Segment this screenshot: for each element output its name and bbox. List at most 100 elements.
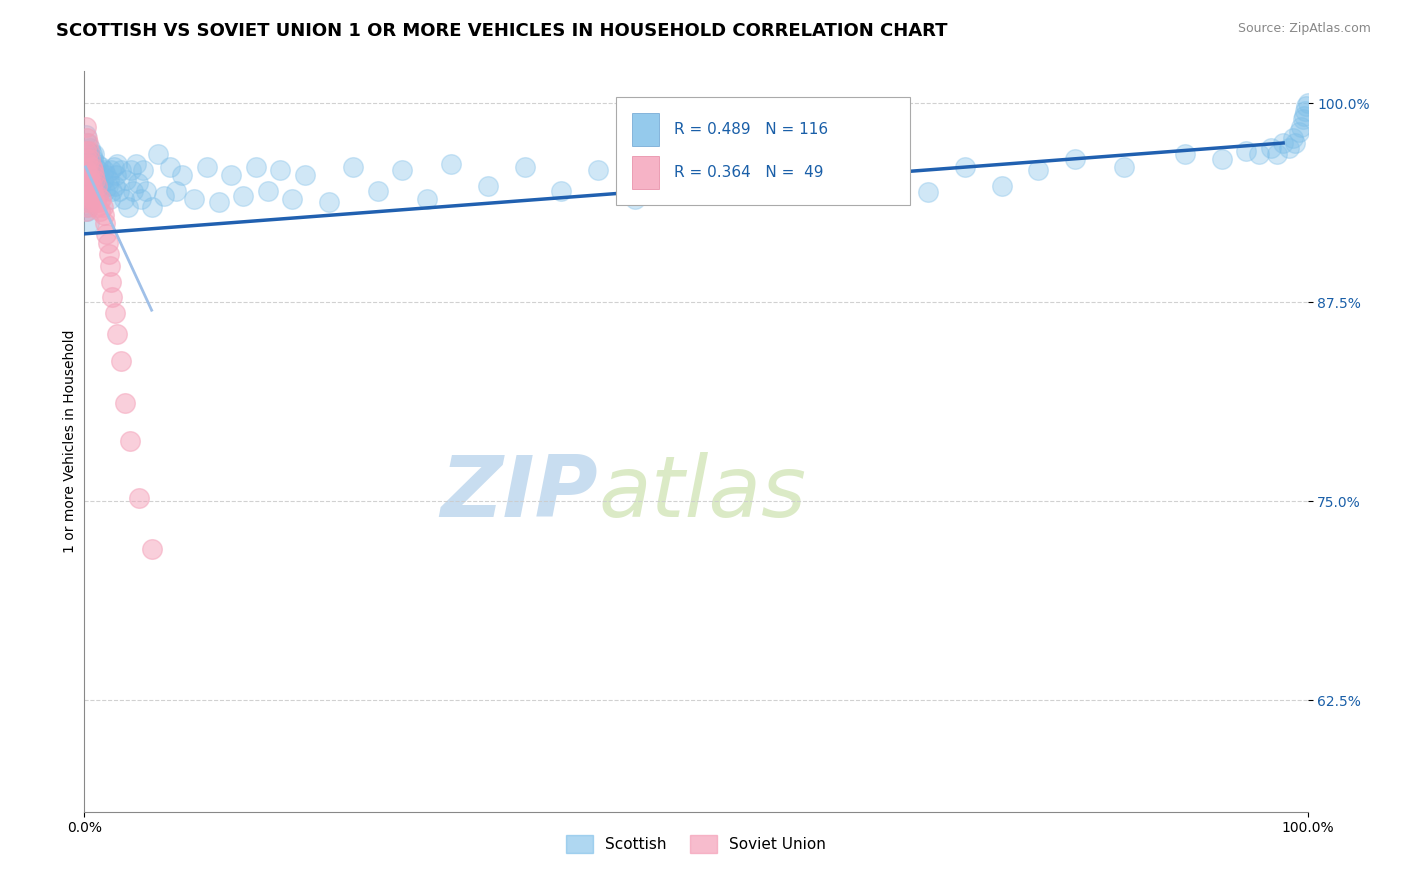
Point	[128, 491, 150, 505]
Point	[77, 216, 100, 230]
Point	[77, 172, 100, 186]
Point	[232, 188, 254, 202]
Point	[87, 186, 110, 201]
Point	[77, 147, 100, 161]
Point	[96, 227, 118, 241]
Point	[76, 204, 98, 219]
Point	[440, 157, 463, 171]
Point	[76, 179, 98, 194]
Point	[101, 184, 124, 198]
Point	[367, 184, 389, 198]
Point	[550, 184, 572, 198]
Point	[97, 236, 120, 251]
Point	[1028, 163, 1050, 178]
Point	[86, 179, 108, 194]
Point	[114, 395, 136, 409]
Point	[80, 188, 103, 202]
Point	[917, 186, 939, 200]
Point	[105, 168, 128, 182]
Point	[86, 200, 108, 214]
Point	[770, 186, 793, 200]
Point	[120, 163, 142, 178]
Point	[77, 200, 100, 214]
Point	[125, 157, 148, 171]
Point	[844, 179, 866, 194]
Point	[75, 176, 97, 190]
Point	[94, 216, 117, 230]
Point	[90, 192, 112, 206]
Point	[82, 152, 104, 166]
Point	[734, 163, 756, 178]
Point	[141, 541, 163, 556]
Point	[79, 172, 101, 186]
Point	[77, 194, 100, 209]
Point	[77, 157, 100, 171]
Point	[661, 157, 683, 171]
Point	[1064, 152, 1087, 166]
Point	[1292, 109, 1315, 123]
Point	[117, 200, 139, 214]
Point	[159, 160, 181, 174]
Point	[129, 192, 152, 206]
Point	[141, 200, 163, 214]
Point	[97, 179, 120, 194]
Point	[195, 160, 218, 174]
Point	[1296, 96, 1319, 111]
Point	[84, 172, 107, 186]
Point	[112, 192, 135, 206]
Point	[477, 179, 499, 194]
Point	[76, 136, 98, 150]
Text: R = 0.364   N =  49: R = 0.364 N = 49	[673, 165, 824, 180]
Point	[82, 163, 104, 178]
Point	[416, 192, 439, 206]
Point	[83, 188, 105, 202]
Point	[75, 144, 97, 158]
Point	[1291, 120, 1313, 134]
Point	[586, 163, 609, 178]
Point	[79, 163, 101, 178]
Point	[75, 120, 97, 134]
Point	[513, 160, 536, 174]
Point	[75, 163, 97, 178]
Point	[93, 163, 115, 178]
Text: atlas: atlas	[598, 452, 806, 535]
Point	[1236, 144, 1258, 158]
FancyBboxPatch shape	[616, 97, 910, 204]
Point	[77, 136, 100, 150]
Point	[153, 188, 176, 202]
Point	[110, 354, 132, 368]
Point	[105, 157, 128, 171]
Point	[101, 290, 124, 304]
Point	[135, 184, 157, 198]
Point	[77, 168, 100, 182]
Point	[75, 128, 97, 142]
Point	[75, 152, 97, 166]
Point	[1292, 112, 1315, 127]
Point	[110, 163, 132, 178]
Point	[807, 160, 830, 174]
Point	[91, 172, 114, 186]
Point	[105, 327, 128, 342]
Point	[87, 168, 110, 182]
Point	[122, 184, 145, 198]
Point	[79, 141, 101, 155]
Text: Source: ZipAtlas.com: Source: ZipAtlas.com	[1237, 22, 1371, 36]
Point	[1211, 152, 1233, 166]
Bar	[633, 112, 659, 146]
Point	[96, 168, 118, 182]
Point	[1265, 147, 1288, 161]
Point	[127, 176, 149, 190]
Legend: Scottish, Soviet Union: Scottish, Soviet Union	[560, 829, 832, 860]
Point	[76, 172, 98, 186]
Point	[100, 163, 122, 178]
Point	[97, 247, 120, 261]
Point	[82, 176, 104, 190]
Point	[98, 192, 121, 206]
Point	[107, 184, 129, 198]
Point	[132, 163, 155, 178]
Point	[257, 184, 280, 198]
Point	[87, 188, 110, 202]
Point	[1174, 147, 1197, 161]
Point	[97, 172, 120, 186]
Point	[86, 157, 108, 171]
